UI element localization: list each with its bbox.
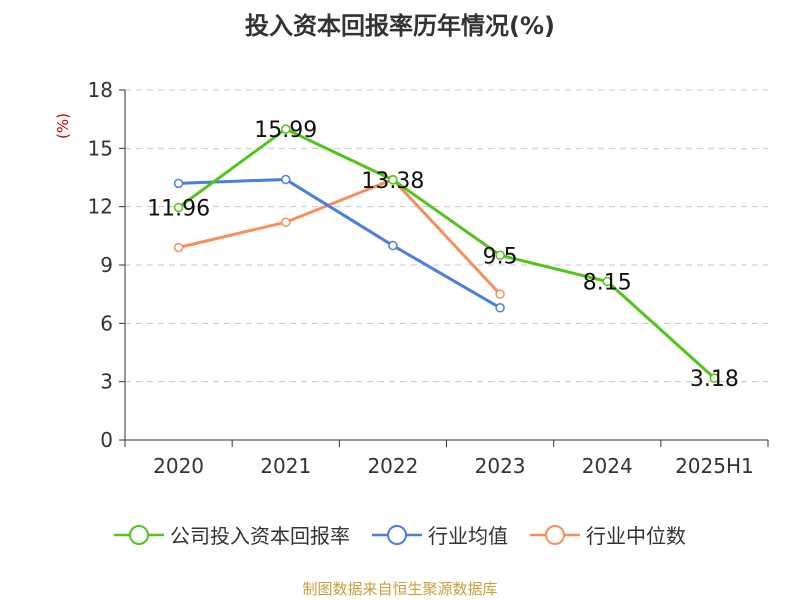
legend-swatch-marker bbox=[545, 524, 565, 545]
series-line bbox=[177, 127, 716, 380]
legend-swatch bbox=[114, 524, 164, 545]
y-tick-label: 18 bbox=[88, 78, 113, 102]
x-tick-label: 2021 bbox=[260, 454, 311, 478]
data-point bbox=[388, 240, 398, 251]
data-point bbox=[495, 250, 505, 261]
series-line bbox=[178, 177, 501, 310]
data-point bbox=[388, 175, 398, 185]
data-point bbox=[602, 276, 612, 287]
y-tick-label: 3 bbox=[100, 370, 113, 394]
legend-swatch-marker bbox=[387, 524, 407, 545]
x-tick-label: 2022 bbox=[367, 454, 418, 478]
data-point bbox=[173, 178, 184, 189]
legend-item: 行业均值 bbox=[372, 520, 508, 549]
data-label: 9.5 bbox=[483, 244, 518, 269]
x-tick-label: 2024 bbox=[582, 454, 633, 478]
legend-swatch-marker bbox=[129, 524, 149, 545]
data-point bbox=[495, 303, 505, 313]
grid-lines bbox=[125, 89, 768, 383]
series-line bbox=[178, 177, 502, 296]
data-point bbox=[281, 124, 291, 134]
legend-item: 行业中位数 bbox=[530, 520, 686, 549]
data-point bbox=[495, 289, 505, 299]
y-axis-title: (%) bbox=[54, 113, 72, 139]
axes: 0 3 6 9 12 15 18 2020 2021 2022 2023 2024 2025H1 bbox=[88, 78, 769, 478]
data-label: 11.96 bbox=[147, 196, 210, 221]
x-tick-label: 2023 bbox=[475, 454, 526, 478]
legend-label: 公司投入资本回报率 bbox=[170, 524, 350, 548]
chart-title: 投入资本回报率历年情况(%) bbox=[245, 12, 555, 40]
y-tick-label: 9 bbox=[100, 253, 113, 277]
data-label: 3.18 bbox=[690, 367, 739, 392]
data-point bbox=[281, 174, 291, 185]
legend-label: 行业均值 bbox=[428, 524, 508, 548]
x-tick-label: 2020 bbox=[153, 454, 204, 478]
data-point bbox=[173, 242, 184, 253]
legend-swatch bbox=[372, 524, 422, 545]
data-point bbox=[173, 202, 184, 213]
y-tick-label: 15 bbox=[88, 136, 113, 160]
legend: 公司投入资本回报率 行业均值 行业中位数 bbox=[0, 520, 800, 549]
data-label: 13.38 bbox=[361, 169, 424, 194]
data-label: 15.99 bbox=[254, 118, 317, 143]
series-layer bbox=[173, 124, 720, 383]
y-tick-label: 6 bbox=[100, 311, 113, 335]
y-tick-label: 12 bbox=[88, 195, 113, 219]
y-tick-label: 0 bbox=[100, 428, 113, 452]
data-point bbox=[709, 373, 720, 383]
data-labels: 11.96 15.99 13.38 9.5 8.15 3.18 bbox=[147, 118, 739, 392]
data-point bbox=[281, 217, 291, 227]
source-note: 制图数据来自恒生聚源数据库 bbox=[302, 580, 498, 598]
legend-swatch bbox=[530, 524, 580, 545]
legend-label: 行业中位数 bbox=[586, 524, 686, 548]
x-tick-label: 2025H1 bbox=[675, 454, 754, 478]
data-label: 8.15 bbox=[583, 271, 632, 296]
legend-item: 公司投入资本回报率 bbox=[114, 520, 350, 549]
